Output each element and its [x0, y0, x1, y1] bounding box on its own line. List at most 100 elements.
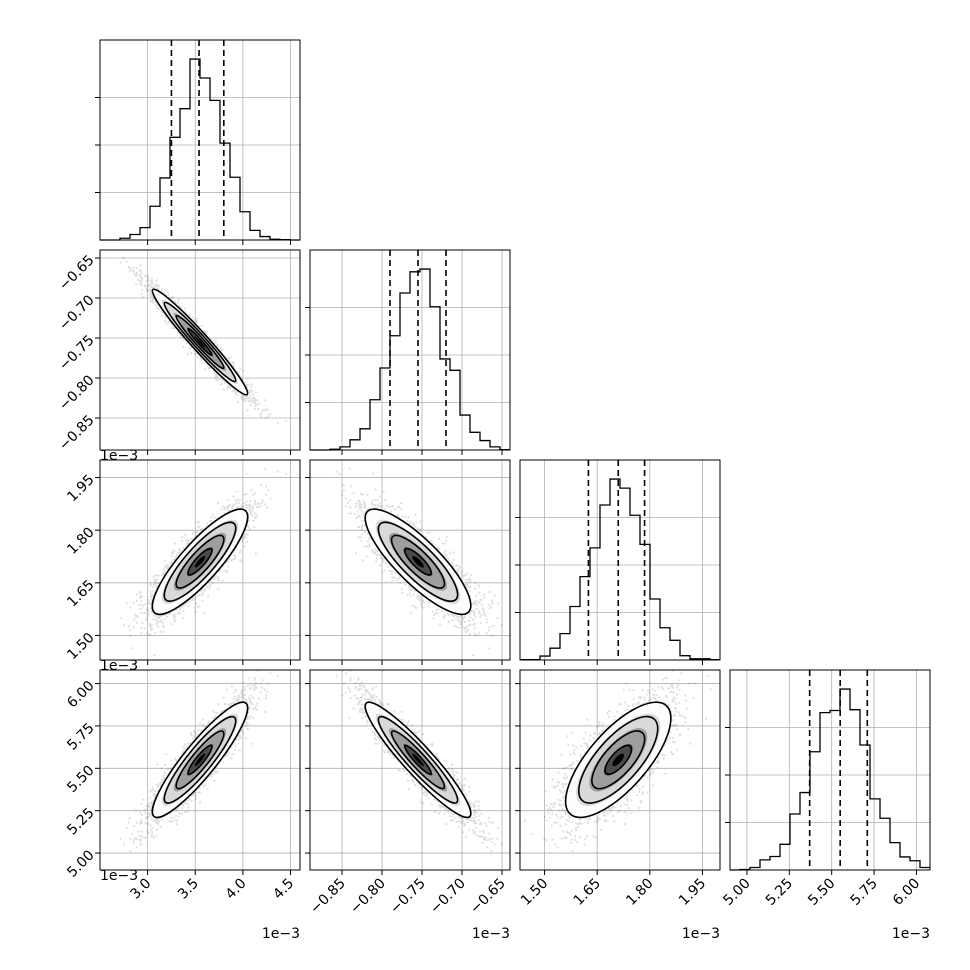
- sample-point: [388, 569, 391, 573]
- sample-point: [194, 602, 198, 605]
- sample-point: [245, 395, 248, 398]
- sample-point: [243, 545, 246, 548]
- sample-point: [163, 571, 166, 574]
- sample-point: [385, 504, 388, 507]
- sample-point: [358, 500, 361, 504]
- sample-point: [419, 528, 422, 531]
- sample-point: [249, 499, 252, 502]
- sample-point: [147, 283, 151, 286]
- sample-point: [382, 560, 385, 563]
- sample-point: [412, 593, 415, 596]
- sample-point: [170, 327, 173, 330]
- sample-point: [132, 601, 135, 605]
- sample-point: [246, 533, 249, 536]
- sample-point: [438, 623, 442, 626]
- sample-point: [181, 539, 184, 542]
- sample-point: [150, 285, 153, 288]
- sample-point: [410, 587, 413, 590]
- sample-point: [208, 587, 211, 590]
- sample-point: [359, 536, 362, 539]
- sample-point: [378, 505, 381, 508]
- sample-point: [195, 319, 198, 322]
- sample-point: [482, 612, 486, 615]
- sample-point: [162, 573, 165, 577]
- sample-point: [152, 285, 155, 288]
- sample-point: [374, 551, 377, 554]
- sample-point: [241, 540, 244, 543]
- sample-point: [232, 361, 235, 365]
- sample-point: [361, 526, 364, 529]
- sample-point: [133, 272, 136, 275]
- sample-point: [376, 503, 379, 507]
- sample-point: [226, 560, 230, 563]
- sample-point: [213, 371, 216, 375]
- sample-point: [191, 598, 194, 601]
- sample-point: [184, 603, 187, 606]
- sample-point: [253, 400, 256, 404]
- sample-point: [155, 585, 158, 588]
- sample-point: [193, 598, 196, 601]
- sample-point: [445, 539, 448, 542]
- sample-point: [170, 561, 173, 564]
- sample-point: [214, 372, 217, 375]
- sample-point: [146, 275, 149, 278]
- sample-point: [469, 578, 472, 581]
- sample-point: [233, 557, 236, 560]
- sample-point: [155, 578, 159, 581]
- sample-point: [161, 314, 164, 317]
- sample-point: [179, 334, 182, 337]
- sample-point: [246, 503, 249, 507]
- sample-point: [159, 620, 162, 623]
- sample-point: [155, 284, 158, 287]
- sample-point: [231, 389, 235, 392]
- sample-point: [256, 515, 259, 518]
- sample-point: [185, 539, 188, 542]
- sample-point: [232, 503, 236, 507]
- sample-point: [157, 307, 160, 310]
- sample-point: [152, 575, 155, 578]
- sample-point: [159, 630, 162, 633]
- sample-point: [411, 522, 414, 525]
- sample-point: [170, 323, 173, 326]
- sample-point: [357, 505, 360, 508]
- sample-point: [200, 594, 204, 597]
- sample-point: [224, 569, 227, 572]
- sample-point: [358, 507, 361, 510]
- sample-point: [390, 510, 393, 513]
- sample-point: [143, 274, 146, 277]
- sample-point: [478, 601, 481, 604]
- sample-point: [145, 279, 148, 283]
- sample-point: [391, 570, 394, 573]
- sample-point: [239, 549, 242, 552]
- sample-point: [143, 627, 146, 630]
- sample-point: [156, 306, 159, 309]
- sample-point: [417, 527, 420, 530]
- sample-point: [159, 619, 162, 623]
- sample-point: [217, 576, 220, 579]
- sample-point: [419, 596, 422, 599]
- sample-point: [135, 614, 138, 617]
- sample-point: [138, 274, 142, 277]
- sample-point: [179, 606, 182, 609]
- sample-point: [376, 553, 379, 557]
- sample-point: [214, 575, 218, 578]
- sample-point: [229, 386, 232, 389]
- sample-point: [152, 298, 155, 301]
- sample-point: [144, 611, 147, 615]
- sample-point: [207, 367, 210, 370]
- sample-point: [248, 391, 251, 394]
- sample-point: [131, 269, 134, 272]
- sample-point: [152, 301, 155, 304]
- sample-point: [132, 626, 135, 629]
- sample-point: [157, 615, 160, 619]
- sample-point: [255, 403, 258, 406]
- sample-point: [169, 561, 172, 565]
- sample-point: [410, 595, 413, 598]
- sample-point: [215, 379, 218, 382]
- sample-point: [195, 596, 198, 599]
- sample-point: [230, 507, 233, 510]
- sample-point: [175, 553, 179, 557]
- sample-point: [133, 618, 136, 621]
- sample-point: [182, 617, 185, 620]
- sample-point: [465, 572, 468, 575]
